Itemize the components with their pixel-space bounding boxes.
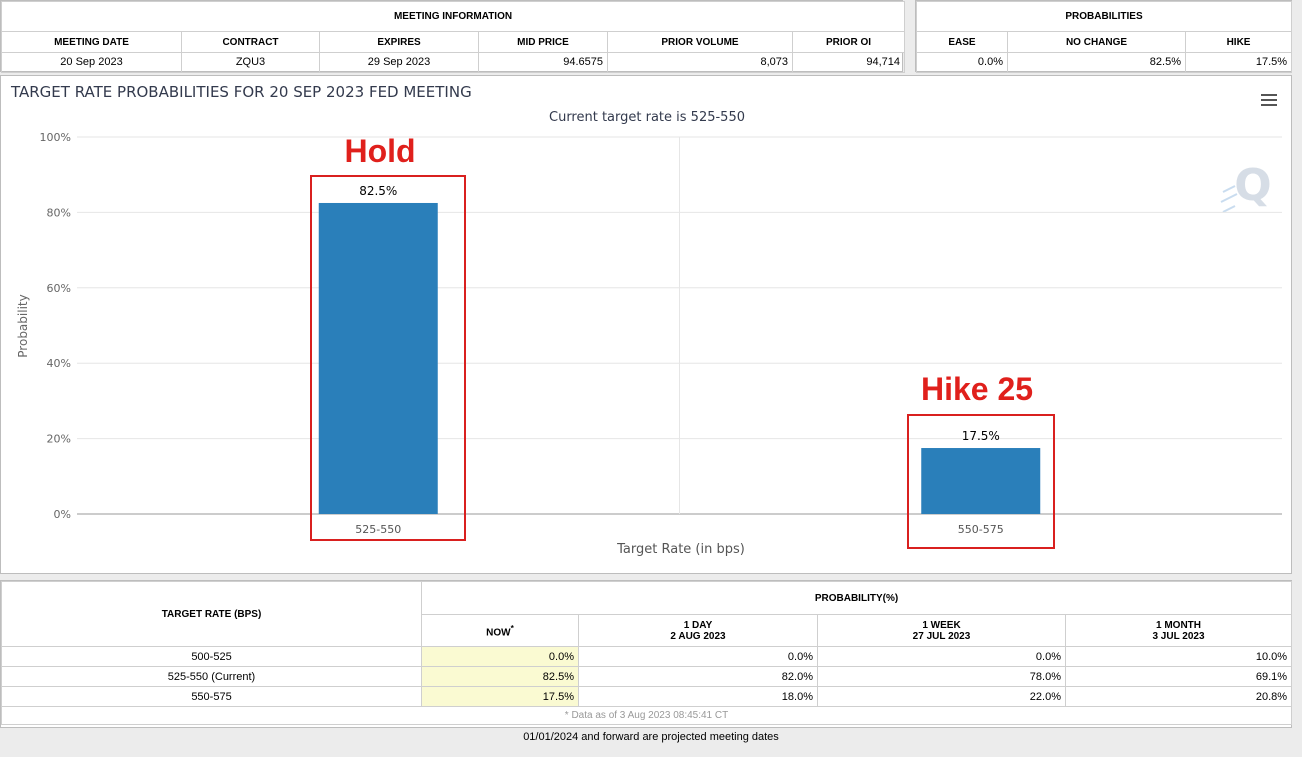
x-tick-label: 550-575 [958, 523, 1004, 536]
bar-525-550[interactable] [318, 202, 438, 514]
x-tick-label: 525-550 [355, 523, 401, 536]
y-tick-label: 80% [47, 206, 71, 219]
col-1-month: 1 MONTH 3 JUL 2023 [1064, 614, 1293, 647]
contract-value: ZQU3 [181, 51, 320, 74]
ease-value: 0.0% [916, 51, 1008, 74]
col-1-day: 1 DAY 2 AUG 2023 [578, 614, 818, 647]
table-row: 550-575 17.5% 18.0% 22.0% 20.8% [1, 686, 1293, 707]
table-row: 500-525 0.0% 0.0% 0.0% 10.0% [1, 646, 1293, 667]
probabilities-header: PROBABILITIES [915, 0, 1293, 33]
x-axis-label: Target Rate (in bps) [616, 542, 745, 557]
meeting-date-value: 20 Sep 2023 [1, 51, 182, 74]
y-tick-label: 100% [40, 131, 71, 144]
hold-annotation: Hold [344, 133, 415, 169]
prior-oi-value: 94,714 [791, 51, 906, 74]
rate-cell: 550-575 [1, 686, 422, 707]
y-axis-label: Probability [16, 294, 30, 357]
now-cell: 17.5% [421, 686, 579, 707]
table-row: 525-550 (Current) 82.5% 82.0% 78.0% 69.1… [1, 666, 1293, 687]
hike-annotation: Hike 25 [921, 371, 1033, 407]
col-1-week-date: 27 JUL 2023 [912, 630, 971, 642]
col-target-rate: TARGET RATE (BPS) [1, 581, 422, 647]
now-cell: 82.5% [421, 666, 579, 687]
col-mid-price: MID PRICE [478, 31, 608, 53]
grid-layer [77, 136, 1282, 515]
now-cell: 0.0% [421, 646, 579, 667]
hike-highlight-box [907, 414, 1055, 549]
col-prior-volume: PRIOR VOLUME [607, 31, 793, 53]
now-asterisk: * [510, 622, 514, 633]
chart-panel: TARGET RATE PROBABILITIES FOR 20 SEP 202… [0, 75, 1292, 574]
y-tick-label: 60% [47, 282, 71, 295]
month-cell: 10.0% [1064, 646, 1293, 667]
chart-menu-icon[interactable] [1261, 94, 1277, 106]
meeting-info-header: MEETING INFORMATION [0, 0, 906, 33]
probability-chart: TARGET RATE PROBABILITIES FOR 20 SEP 202… [10, 83, 1282, 557]
probabilities-table: PROBABILITIES EASE NO CHANGE HIKE 0.0% 8… [915, 0, 1293, 74]
bar-value-label: 17.5% [962, 429, 1000, 443]
day-cell: 0.0% [578, 646, 818, 667]
week-cell: 78.0% [817, 666, 1066, 687]
col-1-week-label: 1 WEEK [922, 619, 961, 631]
col-1-month-date: 3 JUL 2023 [1152, 630, 1205, 642]
probability-table: TARGET RATE (BPS) PROBABILITY(%) NOW* 1 … [0, 581, 1293, 725]
meeting-info-panel: MEETING INFORMATION MEETING DATE CONTRAC… [0, 0, 906, 74]
hold-highlight-box [310, 175, 466, 541]
watermark-streaks [1220, 185, 1238, 213]
expires-value: 29 Sep 2023 [319, 51, 479, 74]
y-tick-label: 0% [54, 508, 71, 521]
col-1-day-date: 2 AUG 2023 [670, 630, 726, 642]
probabilities-panel: PROBABILITIES EASE NO CHANGE HIKE 0.0% 8… [915, 0, 1293, 74]
mid-price-value: 94.6575 [478, 51, 608, 74]
col-1-day-label: 1 DAY [683, 619, 713, 631]
probability-table-panel: TARGET RATE (BPS) PROBABILITY(%) NOW* 1 … [0, 580, 1293, 728]
col-hike: HIKE [1184, 31, 1293, 53]
bar-550-575[interactable] [921, 448, 1041, 514]
no-change-value: 82.5% [1007, 51, 1186, 74]
rate-cell: 500-525 [1, 646, 422, 667]
y-tick-label: 40% [47, 357, 71, 370]
col-1-week: 1 WEEK 27 JUL 2023 [817, 614, 1066, 647]
col-now: NOW* [421, 614, 579, 647]
month-cell: 69.1% [1064, 666, 1293, 687]
data-as-of-note: * Data as of 3 Aug 2023 08:45:41 CT [0, 706, 1293, 725]
y-tick-label: 20% [47, 433, 71, 446]
week-cell: 22.0% [817, 686, 1066, 707]
day-cell: 82.0% [578, 666, 818, 687]
col-1-month-label: 1 MONTH [1156, 619, 1202, 631]
now-label: NOW [486, 627, 511, 639]
projected-dates-note: 01/01/2024 and forward are projected mee… [523, 731, 779, 743]
col-prior-oi: PRIOR OI [791, 31, 906, 53]
col-no-change: NO CHANGE [1007, 31, 1186, 53]
rate-cell: 525-550 (Current) [1, 666, 422, 687]
bar-value-label: 82.5% [359, 184, 397, 198]
col-ease: EASE [916, 31, 1008, 53]
col-contract: CONTRACT [181, 31, 320, 53]
week-cell: 0.0% [817, 646, 1066, 667]
watermark-logo: Q [1234, 160, 1271, 211]
col-expires: EXPIRES [319, 31, 479, 53]
hike-value: 17.5% [1184, 51, 1293, 74]
prior-volume-value: 8,073 [607, 51, 793, 74]
col-meeting-date: MEETING DATE [1, 31, 182, 53]
col-probability: PROBABILITY(%) [420, 581, 1293, 615]
month-cell: 20.8% [1064, 686, 1293, 707]
day-cell: 18.0% [578, 686, 818, 707]
chart-subtitle: Current target rate is 525-550 [549, 110, 745, 125]
meeting-info-table: MEETING INFORMATION MEETING DATE CONTRAC… [0, 0, 906, 74]
y-tick-labels: 0% 20% 40% 60% 80% 100% [40, 131, 71, 521]
bar-layer: 82.5% 525-550 17.5% 550-575 [318, 184, 1041, 536]
chart-title: TARGET RATE PROBABILITIES FOR 20 SEP 202… [10, 83, 472, 101]
